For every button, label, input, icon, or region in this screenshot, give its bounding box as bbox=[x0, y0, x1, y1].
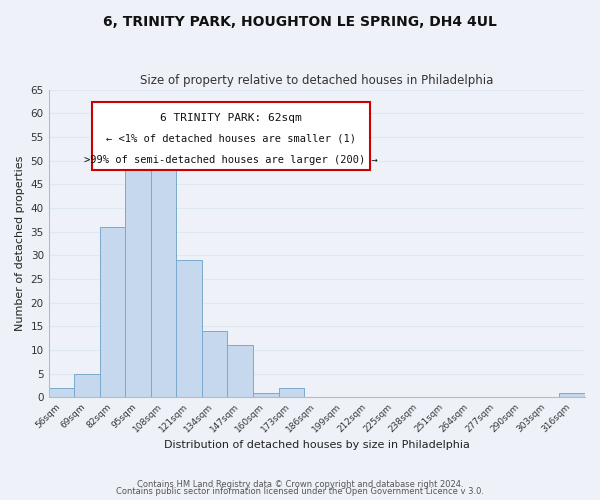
Text: 6 TRINITY PARK: 62sqm: 6 TRINITY PARK: 62sqm bbox=[160, 112, 302, 122]
Text: >99% of semi-detached houses are larger (200) →: >99% of semi-detached houses are larger … bbox=[84, 154, 378, 164]
Bar bbox=[176, 260, 202, 398]
Bar bbox=[100, 227, 125, 398]
Bar bbox=[227, 346, 253, 398]
Bar bbox=[125, 151, 151, 398]
Bar bbox=[253, 393, 278, 398]
Y-axis label: Number of detached properties: Number of detached properties bbox=[15, 156, 25, 331]
Bar bbox=[74, 374, 100, 398]
Bar bbox=[559, 393, 585, 398]
Text: Contains public sector information licensed under the Open Government Licence v : Contains public sector information licen… bbox=[116, 487, 484, 496]
FancyBboxPatch shape bbox=[92, 102, 370, 170]
Bar bbox=[278, 388, 304, 398]
Bar bbox=[49, 388, 74, 398]
Text: ← <1% of detached houses are smaller (1): ← <1% of detached houses are smaller (1) bbox=[106, 134, 356, 143]
Text: Contains HM Land Registry data © Crown copyright and database right 2024.: Contains HM Land Registry data © Crown c… bbox=[137, 480, 463, 489]
Bar bbox=[202, 331, 227, 398]
Bar bbox=[151, 166, 176, 398]
Text: 6, TRINITY PARK, HOUGHTON LE SPRING, DH4 4UL: 6, TRINITY PARK, HOUGHTON LE SPRING, DH4… bbox=[103, 15, 497, 29]
Title: Size of property relative to detached houses in Philadelphia: Size of property relative to detached ho… bbox=[140, 74, 494, 87]
X-axis label: Distribution of detached houses by size in Philadelphia: Distribution of detached houses by size … bbox=[164, 440, 470, 450]
